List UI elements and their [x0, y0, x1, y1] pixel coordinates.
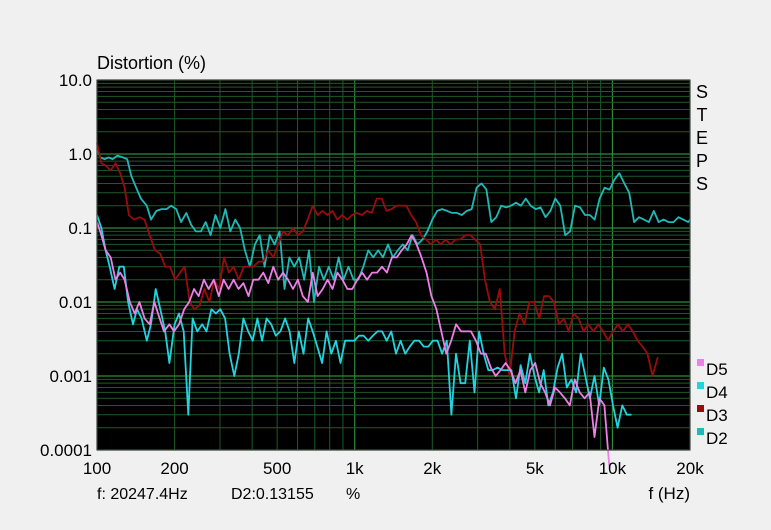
y-tick-label: 10.0 [59, 71, 92, 90]
legend-label-d4[interactable]: D4 [706, 383, 728, 402]
y-tick-label: 1.0 [68, 145, 92, 164]
x-tick-label: 5k [526, 459, 544, 478]
steps-letter: S [696, 82, 708, 102]
y-tick-label: 0.01 [59, 293, 92, 312]
series-line-d4 [96, 214, 632, 429]
frequency-readout: f: 20247.4Hz [97, 486, 188, 503]
steps-letter: P [696, 151, 708, 171]
legend: D5 D4 D3 D2 [697, 359, 728, 448]
x-tick-label: 200 [160, 459, 188, 478]
x-tick-label: 2k [423, 459, 441, 478]
x-tick-label: 100 [83, 459, 111, 478]
legend-swatch-d4[interactable] [697, 382, 704, 389]
steps-letter: T [697, 105, 708, 125]
value-readout: D2:0.13155 [231, 486, 314, 503]
chart-title: Distortion (%) [97, 53, 206, 73]
steps-letter: E [696, 128, 708, 148]
tick-labels: 100 200 500 1k 2k 5k 10k 20k 10.0 1.0 0.1 0.01 0.001… [40, 71, 704, 478]
unit-readout: % [346, 486, 360, 503]
y-tick-label: 0.001 [49, 367, 92, 386]
legend-label-d3[interactable]: D3 [706, 406, 728, 425]
legend-swatch-d2[interactable] [697, 428, 704, 435]
legend-label-d2[interactable]: D2 [706, 429, 728, 448]
steps-letter: S [696, 174, 708, 194]
x-axis-label: f (Hz) [648, 484, 690, 503]
y-tick-label: 0.1 [68, 219, 92, 238]
x-tick-label: 20k [676, 459, 704, 478]
series-layer [96, 143, 691, 467]
series-line-d5 [96, 221, 611, 467]
y-tick-label: 0.0001 [40, 441, 92, 460]
plot-frame [96, 79, 691, 451]
x-tick-label: 10k [599, 459, 627, 478]
legend-swatch-d5[interactable] [697, 359, 704, 366]
x-tick-label: 500 [263, 459, 291, 478]
legend-swatch-d3[interactable] [697, 405, 704, 412]
x-tick-label: 1k [346, 459, 364, 478]
legend-label-d5[interactable]: D5 [706, 360, 728, 379]
